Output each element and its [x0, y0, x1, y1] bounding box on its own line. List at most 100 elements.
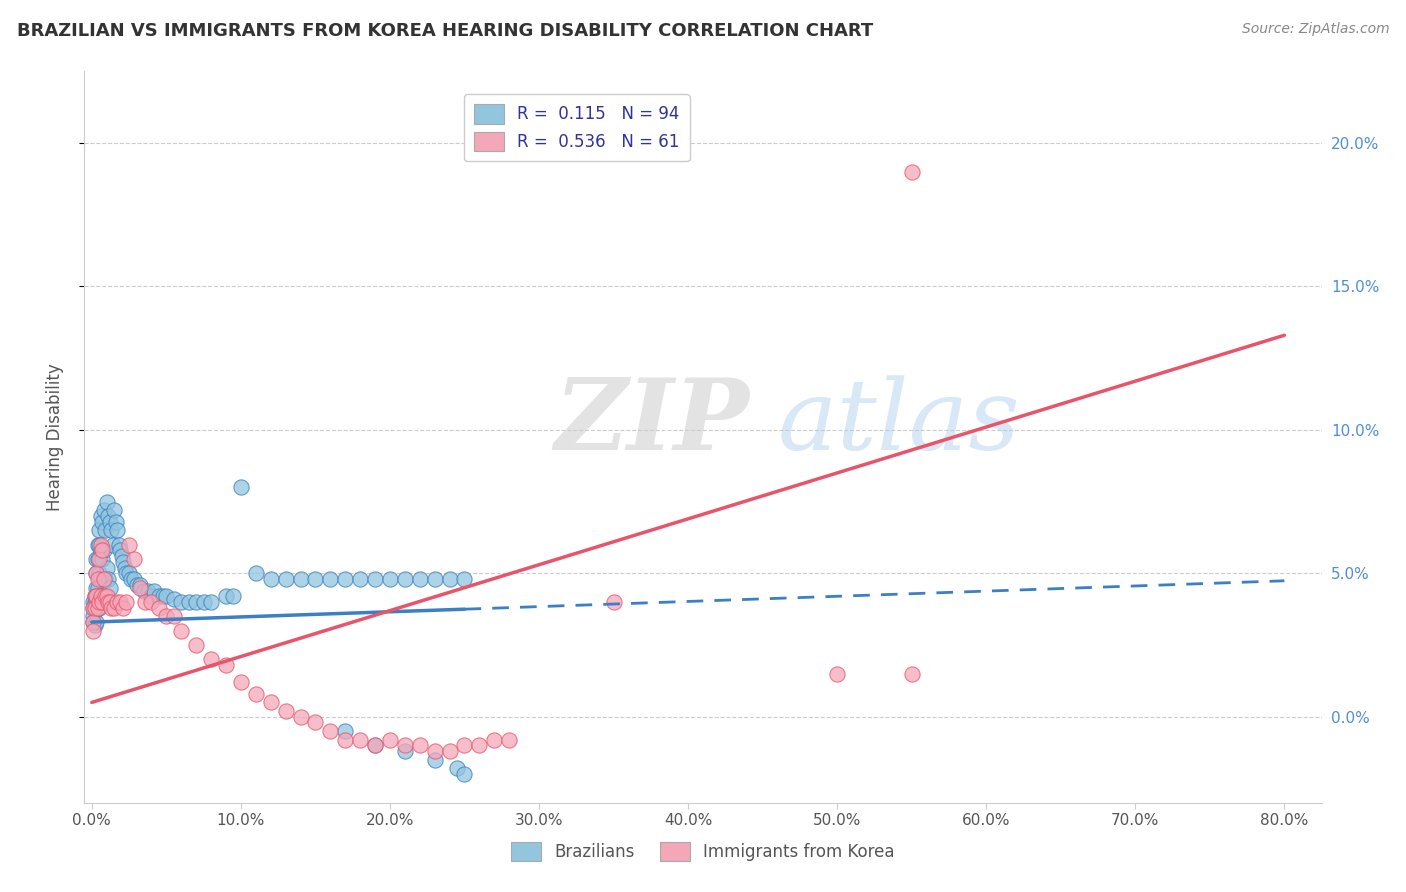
Point [378, 572, 401, 586]
Point [138, 583, 160, 598]
Point [304, 715, 326, 730]
Point [290, 572, 312, 586]
Point [141, 589, 163, 603]
Point [84, 615, 107, 629]
Point [84, 600, 107, 615]
Text: atlas: atlas [778, 375, 1019, 470]
Point [900, 666, 922, 681]
Point [87, 581, 110, 595]
Point [423, 572, 446, 586]
Point [409, 739, 432, 753]
Point [148, 600, 170, 615]
Point [170, 595, 193, 609]
Point [98, 581, 121, 595]
Point [104, 515, 127, 529]
Point [98, 595, 121, 609]
Point [94, 524, 117, 538]
Point [90, 589, 112, 603]
Point [87, 572, 110, 586]
Point [84, 589, 107, 603]
Point [83, 589, 105, 603]
Point [335, 724, 357, 739]
Y-axis label: Hearing Disability: Hearing Disability [45, 363, 63, 511]
Point [103, 503, 125, 517]
Point [163, 592, 186, 607]
Point [82, 615, 104, 629]
Point [260, 572, 283, 586]
Point [274, 572, 297, 586]
Point [105, 524, 128, 538]
Point [87, 552, 110, 566]
Point [468, 739, 491, 753]
Point [98, 515, 121, 529]
Point [96, 494, 118, 508]
Point [84, 566, 107, 581]
Point [378, 732, 401, 747]
Point [82, 600, 104, 615]
Point [89, 566, 111, 581]
Point [89, 524, 111, 538]
Point [111, 549, 134, 563]
Point [94, 589, 117, 603]
Point [97, 572, 120, 586]
Point [349, 732, 371, 747]
Point [453, 572, 475, 586]
Point [83, 589, 105, 603]
Point [97, 595, 120, 609]
Point [112, 555, 135, 569]
Point [122, 572, 145, 586]
Point [245, 566, 267, 581]
Point [97, 508, 120, 523]
Point [335, 572, 357, 586]
Point [91, 589, 114, 603]
Point [114, 560, 136, 574]
Point [90, 508, 112, 523]
Point [82, 624, 104, 638]
Point [87, 600, 110, 615]
Text: BRAZILIAN VS IMMIGRANTS FROM KOREA HEARING DISABILITY CORRELATION CHART: BRAZILIAN VS IMMIGRANTS FROM KOREA HEARI… [17, 22, 873, 40]
Point [222, 589, 245, 603]
Point [101, 538, 124, 552]
Point [319, 724, 342, 739]
Point [446, 761, 468, 775]
Point [132, 583, 155, 598]
Point [120, 572, 142, 586]
Point [200, 652, 222, 666]
Point [83, 595, 105, 609]
Point [163, 609, 186, 624]
Point [394, 572, 416, 586]
Point [134, 595, 156, 609]
Point [89, 538, 111, 552]
Point [364, 739, 387, 753]
Point [82, 609, 104, 624]
Point [128, 581, 150, 595]
Point [290, 710, 312, 724]
Point [93, 503, 115, 517]
Point [91, 515, 114, 529]
Point [89, 600, 111, 615]
Point [122, 552, 145, 566]
Point [93, 572, 115, 586]
Point [84, 595, 107, 609]
Point [82, 600, 104, 615]
Point [89, 552, 111, 566]
Point [186, 595, 208, 609]
Point [825, 666, 848, 681]
Point [453, 767, 475, 781]
Point [93, 543, 115, 558]
Legend: Brazilians, Immigrants from Korea: Brazilians, Immigrants from Korea [505, 835, 901, 868]
Point [107, 538, 129, 552]
Point [215, 589, 238, 603]
Point [89, 589, 111, 603]
Point [423, 753, 446, 767]
Point [498, 732, 520, 747]
Point [274, 704, 297, 718]
Point [319, 572, 342, 586]
Point [91, 595, 114, 609]
Point [143, 583, 166, 598]
Point [112, 600, 135, 615]
Point [453, 739, 475, 753]
Point [96, 589, 118, 603]
Point [439, 744, 461, 758]
Point [155, 609, 177, 624]
